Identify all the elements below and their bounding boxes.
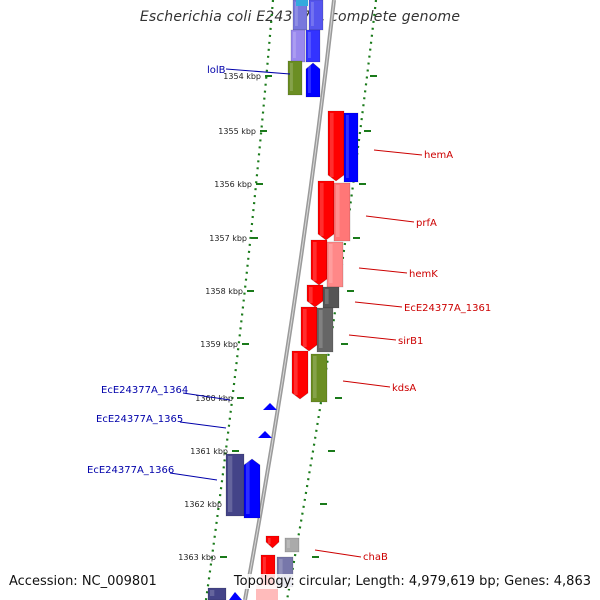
gene-1361 <box>306 284 324 308</box>
gene-label: EcE24377A_1366 <box>87 465 174 476</box>
gene-hema-blue-shine <box>346 115 349 178</box>
tick-label: 1362 kbp <box>184 500 222 509</box>
gene-label: lolB <box>207 65 226 76</box>
leader-line <box>373 149 423 156</box>
gene-top-blue-2 <box>305 29 321 63</box>
gene-1366-dark <box>225 453 245 517</box>
gene-1361-grey <box>322 286 340 309</box>
gene-prfa-shine <box>320 183 324 236</box>
leader-line <box>179 421 227 429</box>
gene-kdsa-shine <box>294 353 298 395</box>
gene-bottom-dark <box>207 587 227 600</box>
leader-line <box>182 392 231 401</box>
gene-sirb1-shine <box>303 309 307 347</box>
tick-label: 1360 kbp <box>195 394 233 403</box>
leader-line <box>314 549 362 558</box>
gene-label: chaB <box>363 552 388 563</box>
gene-hemk-shine <box>313 242 317 281</box>
gene-prfa-pink <box>333 182 351 242</box>
tick-label: 1361 kbp <box>190 447 228 456</box>
gene-1361-shine <box>309 287 313 303</box>
gene-hema <box>327 110 345 182</box>
dotted-ring-inner <box>204 0 275 600</box>
leader-line <box>358 267 408 274</box>
tick-label: 1358 kbp <box>205 287 243 296</box>
gene-1364 <box>263 403 277 410</box>
gene-hemk <box>310 239 328 286</box>
gene-top-blue <box>308 0 324 31</box>
gene-hema-blue <box>343 112 359 183</box>
gene-chab-grey <box>284 537 300 553</box>
gene-kdsa-olive-shine <box>313 356 317 398</box>
gene-1366-dark-shine <box>228 456 233 512</box>
gene-top-blue-shine <box>311 2 314 26</box>
gene-lolb-olive-shine <box>290 63 293 91</box>
leader-line <box>225 68 291 75</box>
gene-label: EcE24377A_1364 <box>101 385 188 396</box>
gene-chab-grey-shine <box>287 540 290 548</box>
gene-label: sirB1 <box>398 336 423 347</box>
accession-label: Accession: NC_009801 <box>9 574 161 589</box>
gene-bottom-blue <box>229 592 242 600</box>
leader-line <box>354 301 403 308</box>
gene-1366-shine <box>246 461 250 514</box>
gene-chab <box>265 535 280 549</box>
gene-lolb-arrow-shine <box>308 65 311 93</box>
gene-label: EcE24377A_1361 <box>404 303 491 314</box>
gene-top-lilac-shine <box>295 2 298 26</box>
gene-prfa <box>317 180 335 241</box>
genome-summary: Topology: circular; Length: 4,979,619 bp… <box>229 574 591 589</box>
gene-sirb1-grey-shine <box>319 310 323 348</box>
gene-label: hemK <box>409 269 438 280</box>
gene-prfa-pink-shine <box>336 185 340 237</box>
leader-line <box>342 380 391 388</box>
gene-hemk-pink <box>326 241 344 288</box>
gene-1365 <box>258 431 272 438</box>
gene-label: prfA <box>416 218 437 229</box>
gene-sirb1-grey <box>316 307 334 353</box>
gene-top-blue-2-shine <box>308 32 311 58</box>
gene-top-cyan <box>296 0 308 6</box>
gene-top-lilac-2 <box>290 29 306 63</box>
gene-kdsa <box>291 350 309 400</box>
gene-label: kdsA <box>392 383 416 394</box>
tick-label: 1355 kbp <box>218 127 256 136</box>
gene-top-lilac-2-shine <box>293 32 296 58</box>
tick-label: 1356 kbp <box>214 180 252 189</box>
leader-line <box>365 215 415 223</box>
gene-lolb-arrow <box>305 62 321 98</box>
gene-hemk-pink-shine <box>329 244 333 283</box>
tick-label: 1363 kbp <box>178 553 216 562</box>
leader-line <box>348 334 397 341</box>
gene-label: hemA <box>424 150 453 161</box>
leader-line <box>169 472 218 481</box>
gene-bottom-dark-shine <box>210 590 215 596</box>
tick-label: 1357 kbp <box>209 234 247 243</box>
gene-label: EcE24377A_1365 <box>96 414 183 425</box>
gene-1361-grey-shine <box>325 289 329 304</box>
gene-kdsa-olive <box>310 353 328 403</box>
gene-lolb-olive <box>287 60 303 96</box>
gene-chab-shine <box>268 538 271 544</box>
tick-label: 1354 kbp <box>223 72 261 81</box>
gene-hema-shine <box>330 113 334 177</box>
tick-label: 1359 kbp <box>200 340 238 349</box>
gene-sirb1 <box>300 306 318 352</box>
